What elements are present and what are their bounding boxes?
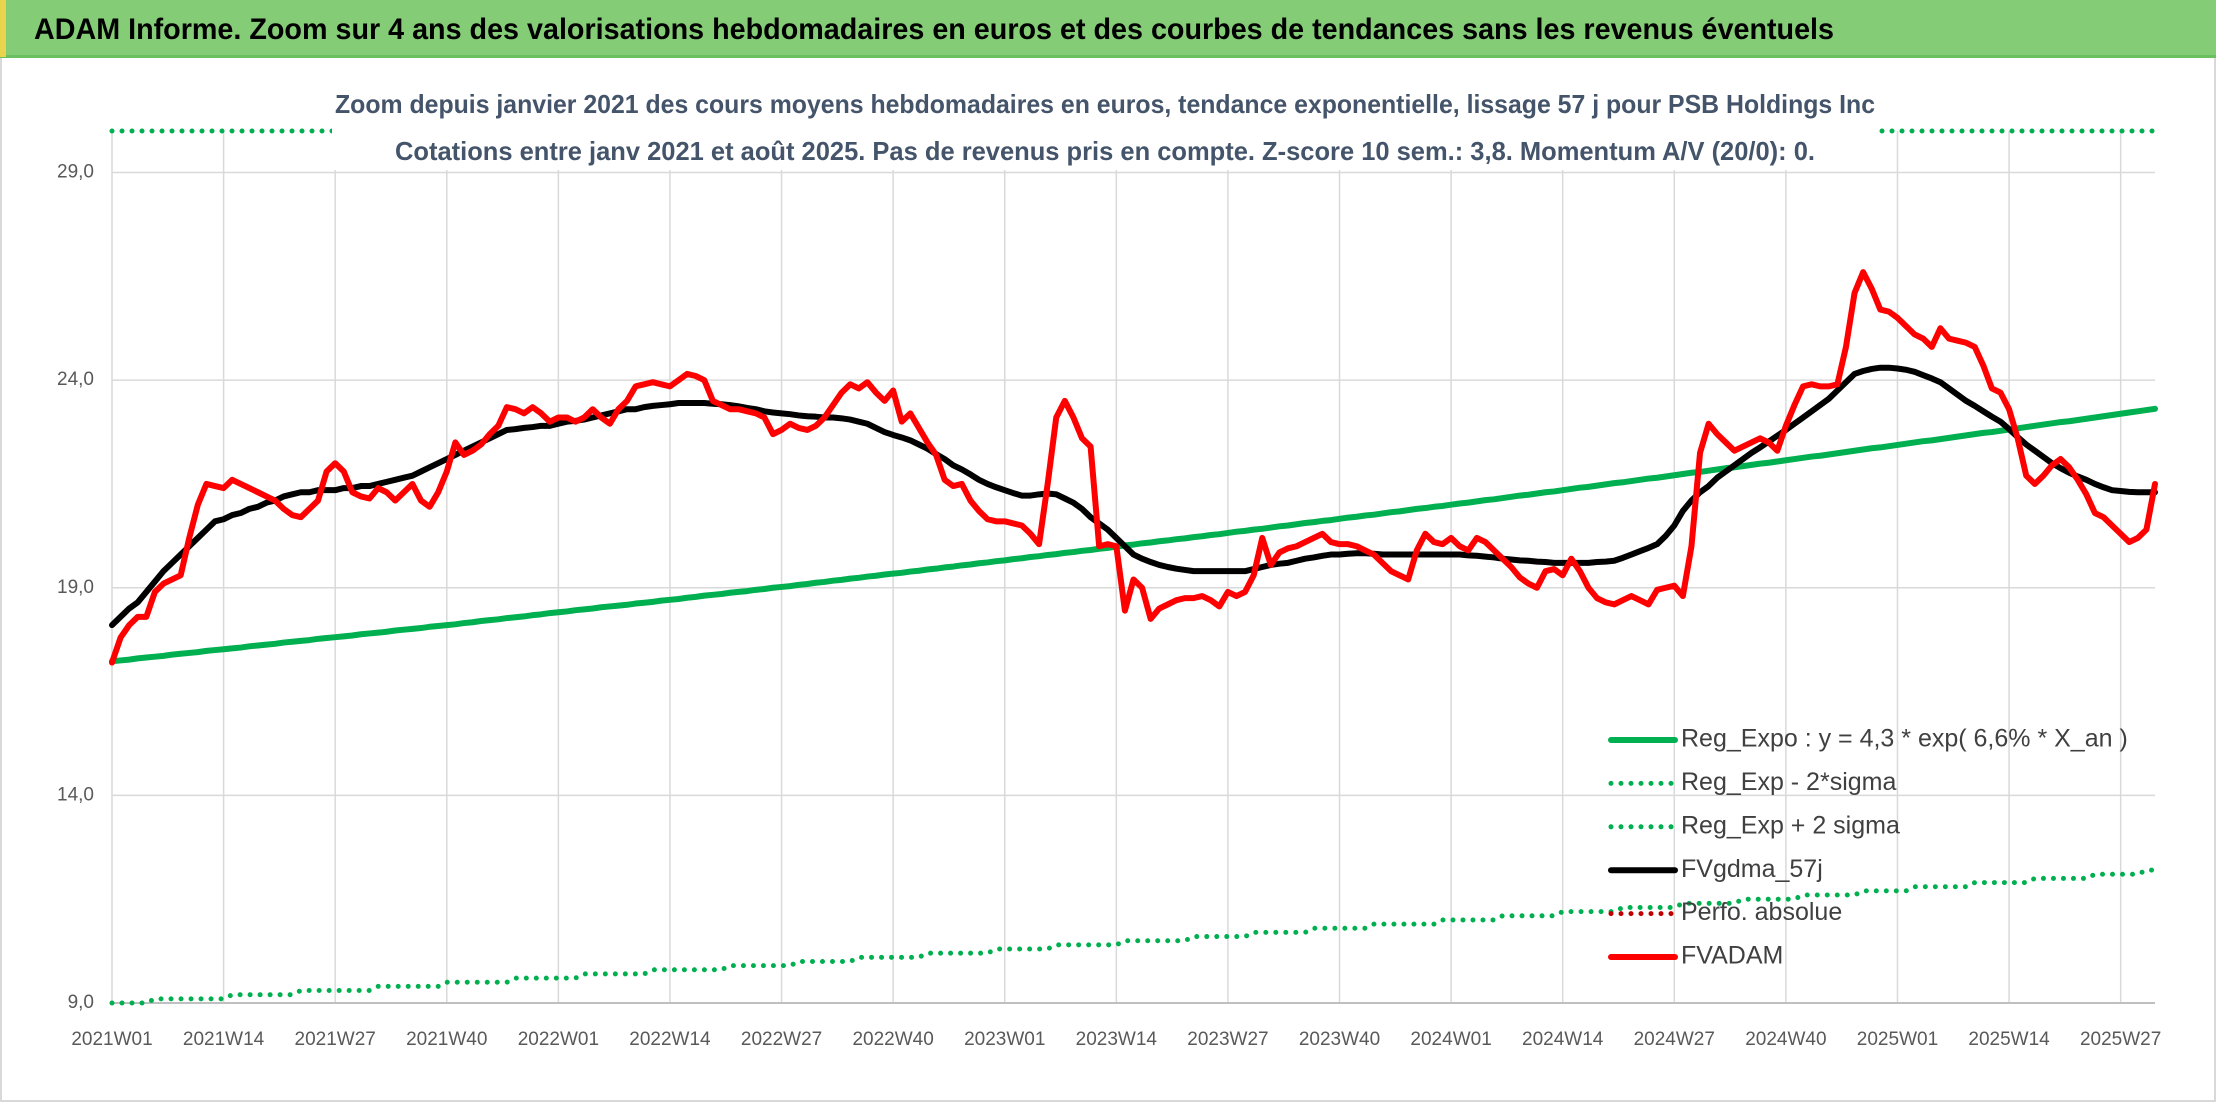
x-tick-label: 2025W27 [2080, 1029, 2161, 1050]
x-tick-label: 2023W27 [1187, 1029, 1268, 1050]
chart-subtitle: Cotations entre janv 2021 et août 2025. … [395, 136, 1815, 166]
x-tick-label: 2023W40 [1299, 1029, 1380, 1050]
x-tick-label: 2022W14 [629, 1029, 711, 1050]
legend-label: Reg_Exp - 2*sigma [1681, 768, 1896, 796]
x-tick-label: 2022W27 [741, 1029, 822, 1050]
x-tick-label: 2024W01 [1410, 1029, 1491, 1050]
legend-label: Reg_Expo : y = 4,3 * exp( 6,6% * X_an ) [1681, 725, 2128, 753]
x-tick-label: 2021W27 [295, 1029, 376, 1050]
x-tick-label: 2023W01 [964, 1029, 1045, 1050]
x-tick-label: 2021W14 [183, 1029, 265, 1050]
legend-label: FVgdma_57j [1681, 855, 1823, 883]
y-tick-label: 29,0 [57, 162, 94, 183]
y-tick-label: 19,0 [57, 577, 94, 598]
legend-label: FVADAM [1681, 942, 1783, 970]
legend-label: Reg_Exp + 2 sigma [1681, 811, 1900, 839]
series-line [109, 269, 2158, 666]
x-tick-label: 2024W27 [1634, 1029, 1715, 1050]
x-tick-label: 2024W14 [1522, 1029, 1604, 1050]
y-tick-label: 9,0 [68, 992, 94, 1013]
y-tick-label: 14,0 [57, 784, 94, 805]
series-line [109, 405, 2158, 665]
axes: 9,0 14,0 19,0 24,0 29,0 2021W01 2021W14 2021W27… [57, 162, 2161, 1050]
banner-accent [0, 0, 6, 57]
x-tick-label: 2024W40 [1745, 1029, 1826, 1050]
chart-subtitle: Zoom depuis janvier 2021 des cours moyen… [335, 89, 1875, 119]
legend-label: Perfo. absolue [1681, 898, 1842, 926]
x-tick-label: 2025W14 [1968, 1029, 2050, 1050]
x-tick-label: 2022W01 [518, 1029, 599, 1050]
grid [111, 131, 2155, 1004]
x-tick-label: 2025W01 [1857, 1029, 1938, 1050]
y-tick-label: 24,0 [57, 369, 94, 390]
x-tick-label: 2023W14 [1076, 1029, 1158, 1050]
title-banner [0, 0, 2216, 57]
x-tick-label: 2021W01 [71, 1029, 152, 1050]
x-tick-label: 2021W40 [406, 1029, 487, 1050]
banner-border [0, 55, 2216, 58]
legend: Reg_Expo : y = 4,3 * exp( 6,6% * X_an ) R… [1608, 725, 2128, 970]
x-tick-label: 2022W40 [852, 1029, 933, 1050]
chart-title: ADAM Informe. Zoom sur 4 ans des valoris… [34, 13, 1834, 46]
subtitle-box [332, 80, 1877, 170]
